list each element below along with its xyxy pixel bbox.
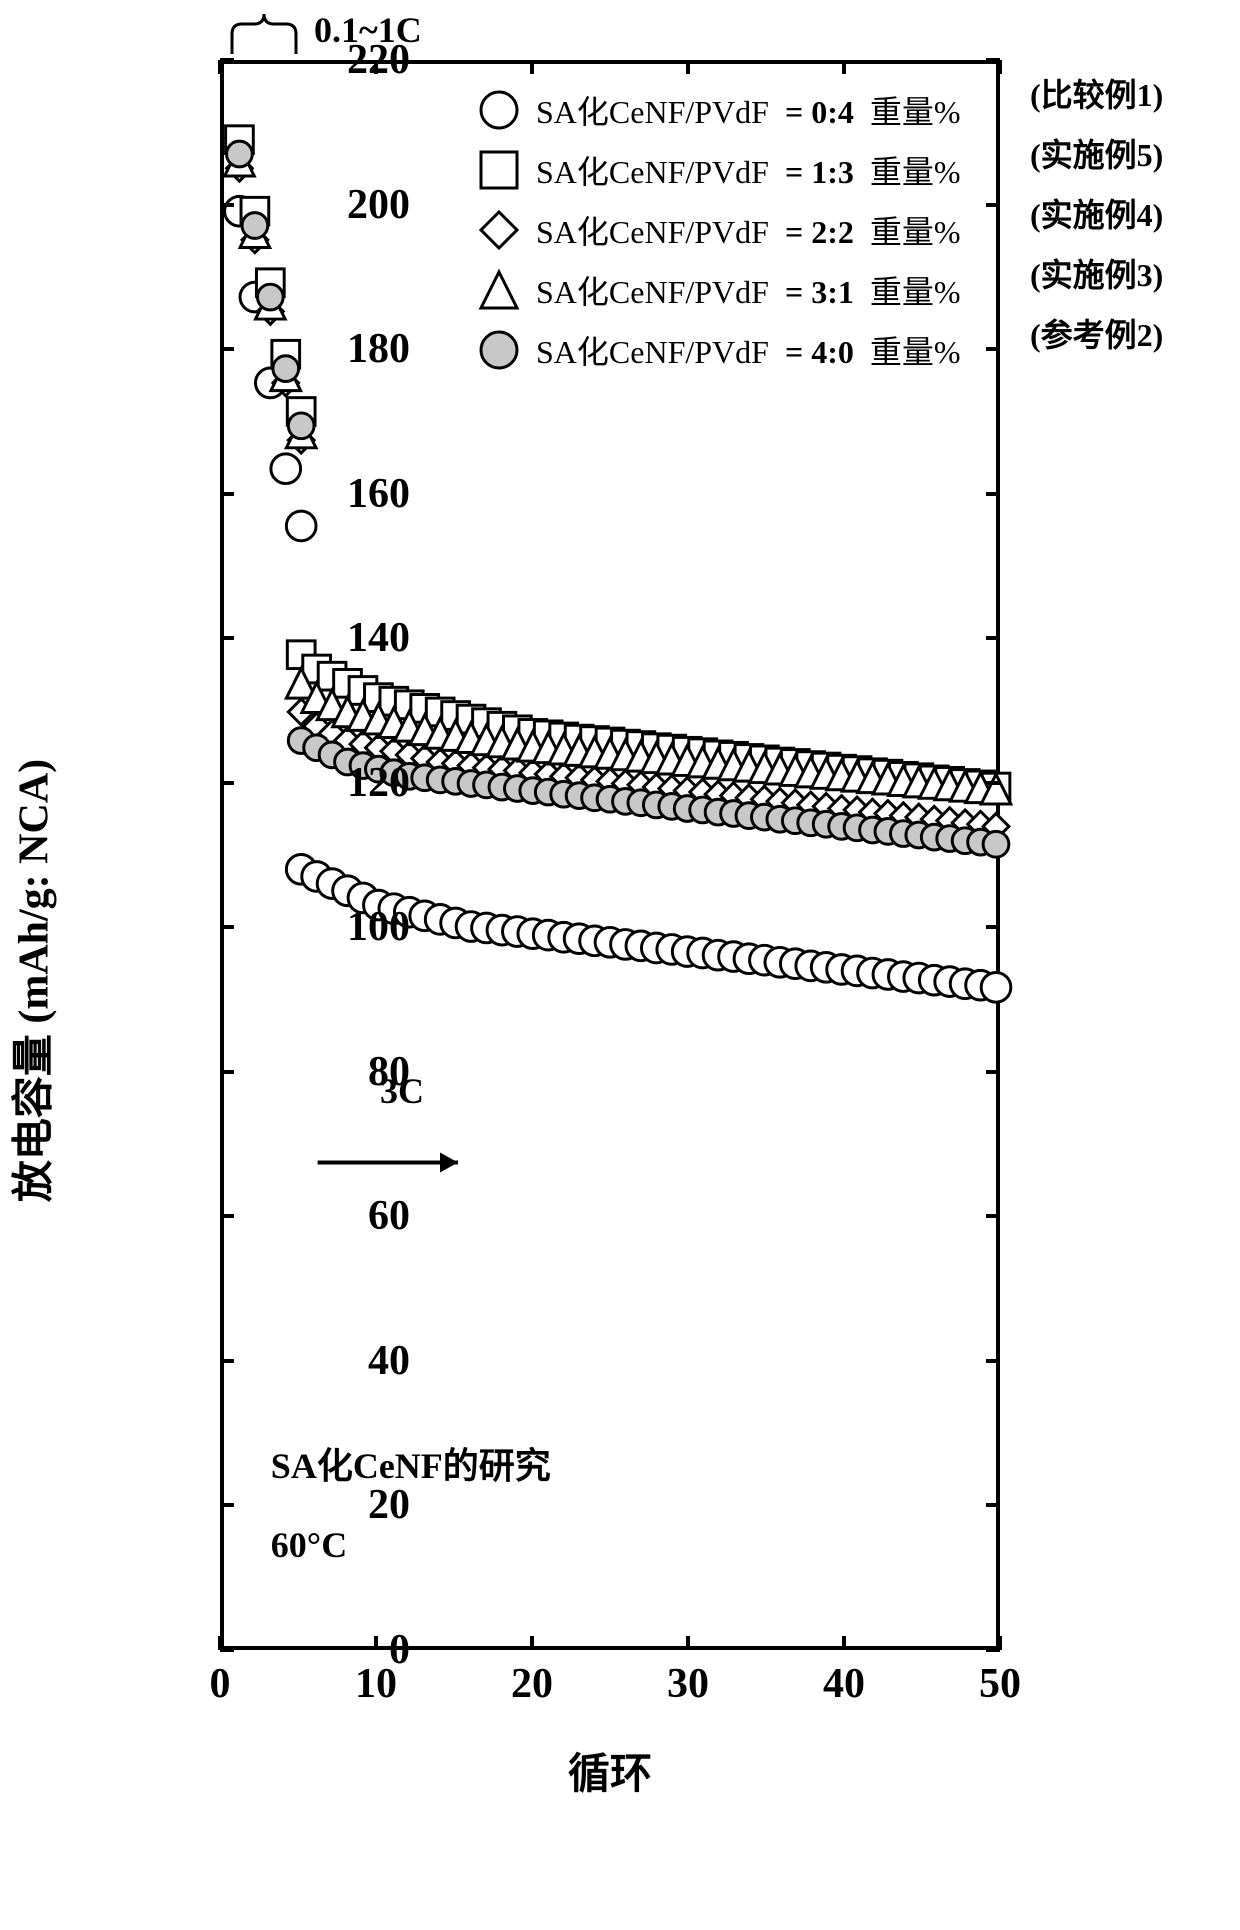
y-tick	[220, 1359, 234, 1363]
x-tick	[530, 1636, 534, 1650]
y-tick	[986, 781, 1000, 785]
side-label: (参考例2)	[1030, 310, 1163, 356]
arrow-3c	[224, 64, 1004, 1654]
y-tick	[220, 781, 234, 785]
x-tick	[218, 60, 222, 74]
y-tick-label: 180	[347, 325, 410, 373]
x-tick-label: 0	[210, 1660, 231, 1708]
y-tick	[220, 58, 234, 62]
bracket-svg	[224, 4, 324, 64]
x-tick	[686, 60, 690, 74]
y-tick	[986, 925, 1000, 929]
y-tick	[220, 1070, 234, 1074]
x-tick-label: 50	[979, 1660, 1021, 1708]
y-tick-label: 20	[368, 1481, 410, 1529]
y-tick-label: 160	[347, 470, 410, 518]
x-axis-label: 循环	[568, 1740, 652, 1930]
y-tick	[986, 1214, 1000, 1218]
y-tick	[220, 492, 234, 496]
y-tick	[986, 636, 1000, 640]
x-tick	[842, 60, 846, 74]
y-tick	[986, 1070, 1000, 1074]
y-tick-label: 40	[368, 1337, 410, 1385]
x-tick	[998, 1636, 1002, 1650]
y-tick-label: 220	[347, 36, 410, 84]
y-tick	[220, 203, 234, 207]
y-tick	[986, 203, 1000, 207]
y-tick	[220, 1648, 234, 1652]
chart-container: 放电容量 (mAh/g: NCA) SA化CeNF/PVdF = 0:4 重量%…	[40, 60, 1200, 1840]
y-tick	[986, 347, 1000, 351]
x-tick	[998, 60, 1002, 74]
y-tick	[220, 347, 234, 351]
y-tick	[986, 1359, 1000, 1363]
side-label: (实施例3)	[1030, 250, 1163, 296]
x-tick	[218, 1636, 222, 1650]
study-label: SA化CeNF的研究	[271, 1437, 551, 1489]
y-tick-label: 60	[368, 1192, 410, 1240]
x-tick	[842, 1636, 846, 1650]
side-label: (实施例4)	[1030, 190, 1163, 236]
y-tick	[986, 1503, 1000, 1507]
y-tick-label: 200	[347, 181, 410, 229]
y-tick	[220, 636, 234, 640]
y-tick	[220, 925, 234, 929]
y-tick-label: 120	[347, 759, 410, 807]
y-tick	[220, 1214, 234, 1218]
x-tick-label: 40	[823, 1660, 865, 1708]
temp-label: 60°C	[271, 1524, 347, 1566]
side-label: (比较例1)	[1030, 70, 1163, 116]
y-axis-label: 放电容量 (mAh/g: NCA)	[0, 759, 61, 1202]
x-tick-label: 20	[511, 1660, 553, 1708]
side-label: (实施例5)	[1030, 130, 1163, 176]
y-tick-label: 100	[347, 903, 410, 951]
x-tick	[374, 1636, 378, 1650]
y-tick	[986, 492, 1000, 496]
y-tick-label: 80	[368, 1048, 410, 1096]
x-tick-label: 10	[355, 1660, 397, 1708]
x-tick	[530, 60, 534, 74]
y-tick	[220, 1503, 234, 1507]
x-tick-label: 30	[667, 1660, 709, 1708]
x-tick	[686, 1636, 690, 1650]
y-tick-label: 140	[347, 614, 410, 662]
plot-area: SA化CeNF/PVdF = 0:4 重量%SA化CeNF/PVdF = 1:3…	[220, 60, 1000, 1650]
x-tick	[374, 60, 378, 74]
